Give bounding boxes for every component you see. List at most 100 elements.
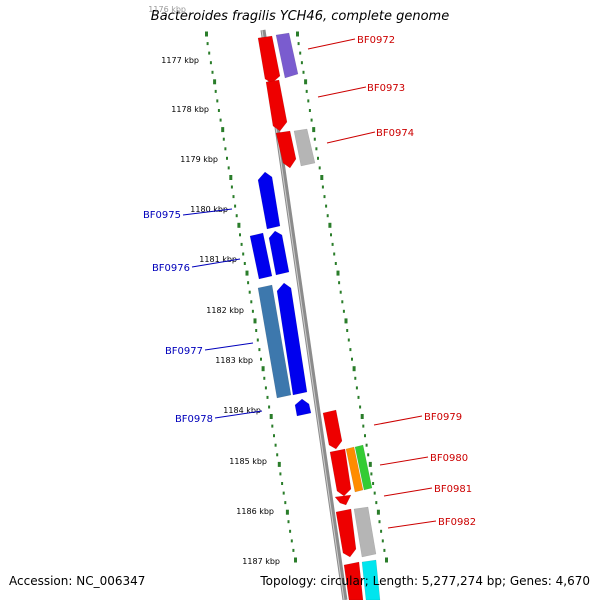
ruler-label-1187: 1187 kbp <box>242 557 280 566</box>
ruler-dot-right <box>355 386 358 390</box>
gene-feature-bf0972-partner[interactable] <box>275 32 299 79</box>
ruler-dot-right <box>365 443 368 447</box>
gene-feature-bf0977[interactable] <box>257 284 292 399</box>
ruler-dot-left <box>216 99 219 103</box>
ruler-dot-right <box>341 300 344 304</box>
ruler-dot-right <box>360 414 364 419</box>
ruler-dot-left <box>279 472 282 476</box>
ruler-dot-right <box>300 61 303 65</box>
ruler-dot-right <box>336 270 340 276</box>
ruler-dot-right <box>344 318 348 324</box>
ruler-dot-right <box>321 185 324 189</box>
ruler-dot-right <box>359 405 362 409</box>
ruler-dot-right <box>328 222 332 228</box>
ruler-dot-right <box>375 501 378 505</box>
ruler-dot-right <box>312 127 316 133</box>
ruler-dot-right <box>367 453 370 457</box>
gene-label-bf0981[interactable]: BF0981 <box>434 484 472 495</box>
ruler-dot-right <box>349 348 352 352</box>
ruler-dot-right <box>334 262 337 265</box>
gene-label-bf0977[interactable]: BF0977 <box>165 346 203 357</box>
gene-feature-bf0982-partner[interactable] <box>353 506 377 558</box>
genome-stats-text: Topology: circular; Length: 5,277,274 bp… <box>260 574 590 588</box>
ruler-dot-right <box>357 395 360 399</box>
ruler-dot-right <box>299 51 302 55</box>
ruler-dots <box>205 31 388 563</box>
ruler-dot-left <box>224 147 227 151</box>
ruler-dot-left <box>253 318 257 324</box>
ruler-dot-left <box>263 376 266 380</box>
ruler-dot-left <box>237 222 241 228</box>
gene-feature-bf0976[interactable] <box>249 232 273 280</box>
ruler-dot-left <box>208 51 211 55</box>
ruler-dot-left <box>287 520 290 524</box>
ruler-label-1179: 1179 kbp <box>180 155 218 164</box>
ruler-dot-right <box>320 175 324 180</box>
gene-label-bf0975[interactable]: BF0975 <box>143 210 181 221</box>
ruler-dot-left <box>292 548 295 552</box>
ruler-dot-left <box>248 290 251 294</box>
ruler-dot-left <box>222 137 225 141</box>
label-leader-lines <box>182 38 437 529</box>
ruler-dot-left <box>282 491 285 495</box>
ruler-dot-right <box>297 42 300 46</box>
ruler-dot-left <box>281 482 284 485</box>
ruler-dot-right <box>368 461 372 467</box>
gene-feature-bf0979[interactable] <box>322 409 343 450</box>
ruler-dot-left <box>221 127 225 133</box>
gene-label-bf0972[interactable]: BF0972 <box>357 35 395 46</box>
gene-feature-bf0978[interactable] <box>294 398 312 417</box>
ruler-dot-left <box>219 118 222 122</box>
gene-feature-bf0973[interactable] <box>265 79 288 132</box>
ruler-dot-right <box>346 329 349 332</box>
gene-feature-bf0982[interactable] <box>335 508 357 558</box>
ruler-label-1181: 1181 kbp <box>199 255 237 264</box>
ruler-dot-left <box>245 270 249 276</box>
ruler-dot-left <box>217 109 220 112</box>
ruler-dot-left <box>250 300 253 304</box>
ruler-dot-right <box>313 137 316 141</box>
gene-feature-bottom-cyan[interactable] <box>361 559 381 600</box>
gene-label-bf0979[interactable]: BF0979 <box>424 412 462 423</box>
ruler-dot-left <box>240 242 243 246</box>
ruler-dot-left <box>205 31 208 37</box>
gene-label-bf0974[interactable]: BF0974 <box>376 128 414 139</box>
ruler-dot-left <box>229 175 233 180</box>
gene-label-bf0982[interactable]: BF0982 <box>438 517 476 528</box>
gene-feature-bf0974-partner[interactable] <box>293 128 316 167</box>
ruler-labels: 1176 kbp 1177 kbp 1178 kbp 1179 kbp 1180… <box>148 5 280 566</box>
ruler-dot-right <box>326 214 329 218</box>
gene-feature-bf0974[interactable] <box>275 130 297 169</box>
gene-label-bf0980[interactable]: BF0980 <box>430 453 468 464</box>
gene-label-bf0973[interactable]: BF0973 <box>367 83 405 94</box>
ruler-dot-left <box>289 529 292 533</box>
gene-label-bf0976[interactable]: BF0976 <box>152 263 190 274</box>
ruler-dot-left <box>269 414 273 419</box>
gene-feature-bf0975[interactable] <box>257 171 281 230</box>
gene-feature-bf0980-green[interactable] <box>354 444 373 491</box>
ruler-dot-left <box>273 434 275 438</box>
ruler-dot-right <box>364 434 366 438</box>
ruler-dot-right <box>296 31 299 37</box>
gene-feature-bf0972[interactable] <box>257 35 281 84</box>
ruler-dot-left <box>274 443 277 447</box>
ruler-dot-left <box>284 501 287 505</box>
ruler-dot-right <box>315 147 318 151</box>
gene-feature-bf0980[interactable] <box>329 448 352 497</box>
ruler-dot-right <box>362 424 365 428</box>
gene-feature-bf0981[interactable] <box>334 494 352 506</box>
ruler-dot-left <box>268 405 271 409</box>
gene-feature-bf0977-partner[interactable] <box>276 282 308 396</box>
ruler-label-1182: 1182 kbp <box>206 306 244 315</box>
ruler-dot-right <box>354 376 357 380</box>
ruler-dot-right <box>325 204 328 208</box>
gene-labels: BF0972 BF0973 BF0974 BF0979 BF0980 BF098… <box>143 35 476 528</box>
ruler-dot-right <box>338 281 341 285</box>
gene-feature-bf0980-orange[interactable] <box>345 446 364 493</box>
gene-feature-bf0976-partner[interactable] <box>268 230 290 276</box>
gene-feature-bottom-red[interactable] <box>343 561 364 600</box>
ruler-dot-right <box>308 109 311 112</box>
gene-label-bf0978[interactable]: BF0978 <box>175 414 213 425</box>
ruler-dot-left <box>214 89 217 93</box>
